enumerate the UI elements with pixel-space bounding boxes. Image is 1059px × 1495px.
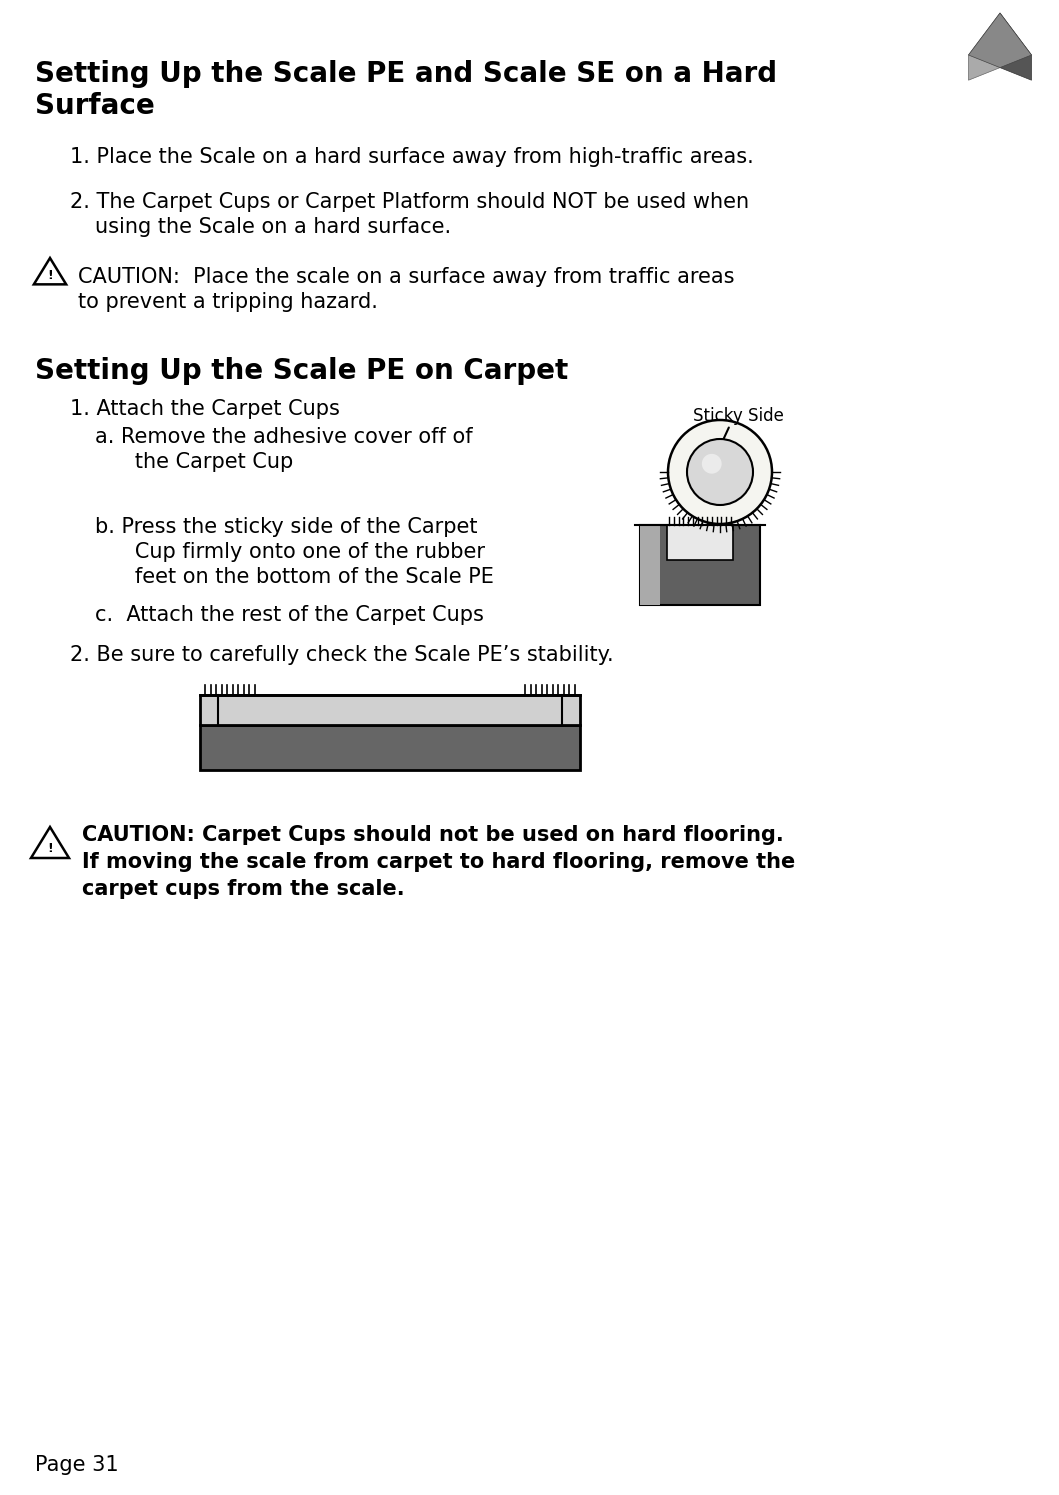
Text: 1. Place the Scale on a hard surface away from high-traffic areas.: 1. Place the Scale on a hard surface awa… [70,147,754,167]
Text: Page 31: Page 31 [35,1455,119,1476]
Text: If moving the scale from carpet to hard flooring, remove the: If moving the scale from carpet to hard … [82,852,795,872]
Text: b. Press the sticky side of the Carpet: b. Press the sticky side of the Carpet [95,517,478,537]
Bar [667,525,733,561]
Text: CAUTION:  Place the scale on a surface away from traffic areas: CAUTION: Place the scale on a surface aw… [78,268,735,287]
Text: a. Remove the adhesive cover off of: a. Remove the adhesive cover off of [95,428,472,447]
Text: 1. Attach the Carpet Cups: 1. Attach the Carpet Cups [70,399,340,419]
Circle shape [668,420,772,525]
Text: to prevent a tripping hazard.: to prevent a tripping hazard. [78,292,378,312]
Text: 2. The Carpet Cups or Carpet Platform should NOT be used when: 2. The Carpet Cups or Carpet Platform sh… [70,191,749,212]
Text: CAUTION: Carpet Cups should not be used on hard flooring.: CAUTION: Carpet Cups should not be used … [82,825,784,845]
Circle shape [687,440,753,505]
Text: 2. Be sure to carefully check the Scale PE’s stability.: 2. Be sure to carefully check the Scale … [70,644,613,665]
Bar [640,525,760,605]
Circle shape [702,454,721,474]
Text: feet on the bottom of the Scale PE: feet on the bottom of the Scale PE [115,567,493,588]
Text: carpet cups from the scale.: carpet cups from the scale. [82,879,405,898]
Text: !: ! [47,269,53,283]
Polygon shape [969,13,1031,67]
Text: Setting Up the Scale PE and Scale SE on a Hard: Setting Up the Scale PE and Scale SE on … [35,60,777,88]
Text: c.  Attach the rest of the Carpet Cups: c. Attach the rest of the Carpet Cups [95,605,484,625]
Polygon shape [1000,13,1031,81]
Text: the Carpet Cup: the Carpet Cup [115,451,293,472]
Text: Setting Up the Scale PE on Carpet: Setting Up the Scale PE on Carpet [35,357,569,386]
Bar [200,725,580,770]
Text: Surface: Surface [35,93,155,120]
Text: Sticky Side: Sticky Side [693,407,784,425]
Text: Cup firmly onto one of the rubber: Cup firmly onto one of the rubber [115,543,485,562]
Polygon shape [969,13,1000,81]
Bar [200,695,580,725]
Text: using the Scale on a hard surface.: using the Scale on a hard surface. [95,217,451,238]
Text: !: ! [47,842,53,855]
Bar [640,525,660,605]
